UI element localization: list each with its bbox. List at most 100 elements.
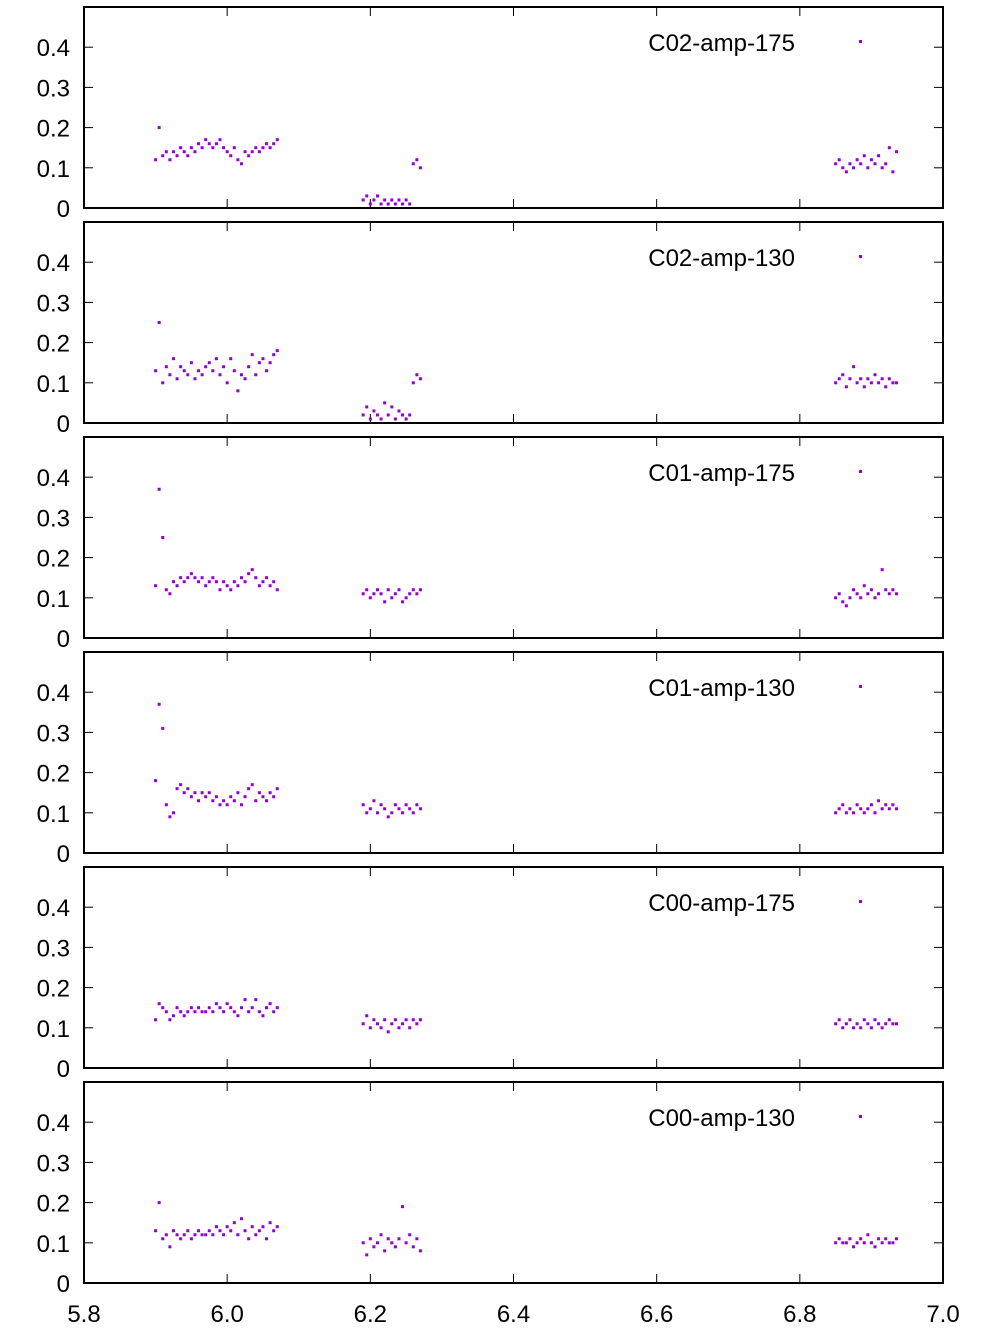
data-point: [225, 150, 229, 154]
data-point: [225, 1002, 229, 1006]
data-point: [855, 381, 859, 385]
data-point: [272, 1229, 276, 1233]
data-point: [265, 576, 269, 580]
data-point: [393, 592, 397, 596]
y-tick-label: 0: [57, 626, 70, 653]
data-point: [275, 787, 279, 791]
data-point: [229, 795, 233, 799]
data-point: [257, 1010, 261, 1014]
data-point: [401, 1022, 405, 1026]
data-point: [415, 1022, 419, 1026]
data-point: [873, 1018, 877, 1022]
data-point: [834, 381, 838, 385]
legend-label: C00-amp-175: [648, 890, 795, 917]
data-point: [261, 795, 265, 799]
data-point: [197, 1229, 201, 1233]
data-point: [404, 596, 408, 600]
data-point: [168, 1018, 172, 1022]
data-point: [189, 1237, 193, 1241]
y-tick-label: 0: [57, 1056, 70, 1083]
data-point: [873, 1245, 877, 1249]
data-point: [171, 1014, 175, 1018]
data-point: [175, 1233, 179, 1237]
data-point: [415, 1237, 419, 1241]
data-point: [841, 373, 845, 377]
y-tick-label: 0.4: [37, 35, 70, 62]
legend-label: C02-amp-175: [648, 30, 795, 57]
data-point: [884, 1237, 888, 1241]
data-point: [222, 799, 226, 803]
data-point: [844, 385, 848, 389]
data-point: [268, 584, 272, 588]
data-point: [179, 783, 183, 787]
data-point: [866, 1233, 870, 1237]
data-point: [365, 588, 369, 592]
data-point: [401, 1205, 405, 1209]
data-point: [182, 150, 186, 154]
data-point: [411, 1245, 415, 1249]
data-point: [383, 1249, 387, 1253]
data-point: [225, 1225, 229, 1229]
data-point: [229, 588, 233, 592]
data-point: [239, 803, 243, 807]
data-point: [375, 588, 379, 592]
chart-panel: 0 0.1 0.2 0.3 0.4 5.8 6.0 6.2 6.4 6.6 6.8 7.0 C00-am…: [37, 1081, 960, 1328]
data-point: [841, 1241, 845, 1245]
data-point: [404, 803, 408, 807]
data-point: [250, 1225, 254, 1229]
data-point: [222, 146, 226, 150]
data-point: [884, 803, 888, 807]
y-tick-label: 0: [57, 411, 70, 438]
data-point: [225, 803, 229, 807]
data-point: [866, 592, 870, 596]
data-point: [386, 1237, 390, 1241]
data-point: [239, 1217, 243, 1221]
data-point: [211, 1233, 215, 1237]
data-point: [275, 588, 279, 592]
data-point: [418, 1249, 422, 1253]
y-tick-label: 0.3: [37, 75, 70, 102]
data-point: [171, 150, 175, 154]
data-point: [236, 1014, 240, 1018]
data-point: [154, 1018, 158, 1022]
data-point: [390, 405, 394, 409]
data-point: [247, 787, 251, 791]
data-point: [232, 369, 236, 373]
data-point: [368, 807, 372, 811]
data-point: [379, 1026, 383, 1030]
data-point: [877, 381, 881, 385]
data-point: [268, 1002, 272, 1006]
data-point: [243, 998, 247, 1002]
data-point: [204, 138, 208, 142]
data-point: [401, 202, 405, 206]
plot-frame: [83, 1081, 944, 1284]
data-point: [401, 811, 405, 815]
plot-frame: [83, 6, 944, 209]
data-point: [383, 807, 387, 811]
data-point: [200, 1010, 204, 1014]
data-point: [415, 373, 419, 377]
data-point: [186, 154, 190, 158]
data-point: [404, 417, 408, 421]
data-point: [214, 1002, 218, 1006]
data-point: [164, 150, 168, 154]
data-point: [197, 369, 201, 373]
data-point: [852, 811, 856, 815]
data-point: [218, 803, 222, 807]
data-point: [247, 1237, 251, 1241]
data-point: [361, 1022, 365, 1026]
data-point: [164, 365, 168, 369]
data-point: [383, 1018, 387, 1022]
data-point: [859, 1026, 863, 1030]
data-point: [397, 1026, 401, 1030]
y-tick-label: 0.3: [37, 290, 70, 317]
data-point: [383, 198, 387, 202]
data-point: [368, 1237, 372, 1241]
data-point: [365, 194, 369, 198]
data-point: [894, 150, 898, 154]
data-point: [361, 198, 365, 202]
data-point: [193, 1010, 197, 1014]
data-point: [254, 799, 258, 803]
data-point: [887, 377, 891, 381]
